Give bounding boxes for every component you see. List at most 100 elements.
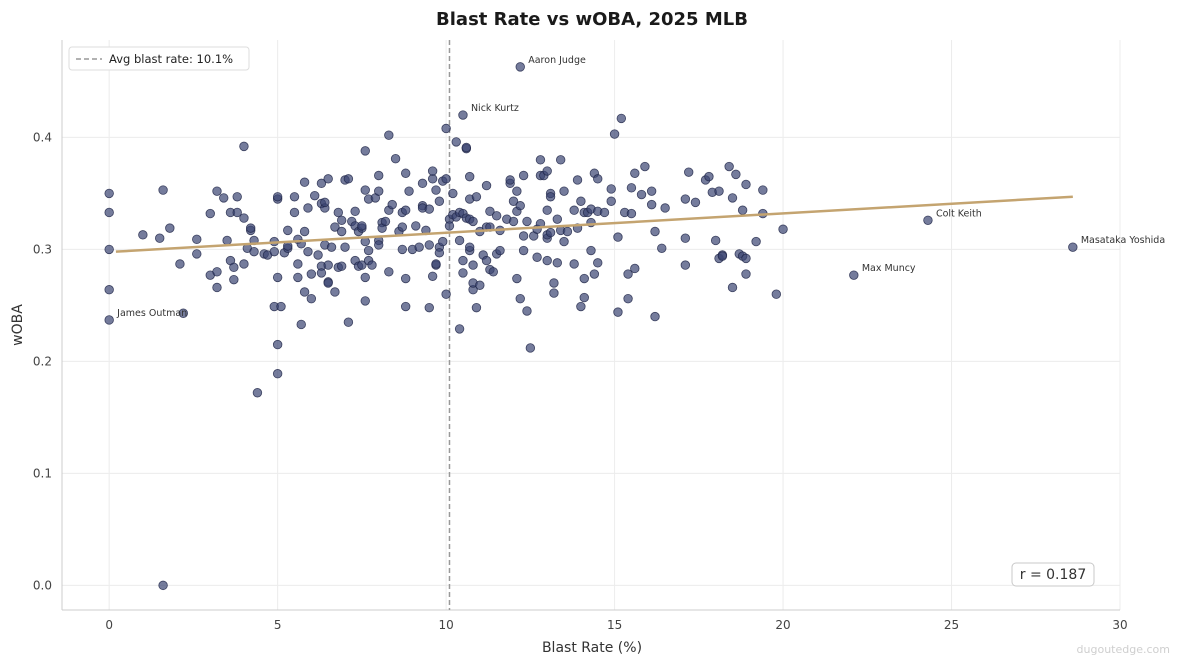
data-point	[923, 215, 933, 225]
data-point	[508, 216, 519, 227]
data-point	[680, 194, 691, 204]
data-point	[626, 183, 637, 193]
data-point	[232, 207, 242, 218]
data-point	[155, 233, 165, 243]
data-point	[636, 189, 647, 200]
data-point	[252, 388, 263, 398]
data-point	[461, 142, 472, 153]
data-point	[680, 233, 691, 243]
data-point	[104, 188, 114, 199]
data-point	[438, 236, 448, 247]
data-point	[427, 166, 438, 176]
correlation-box: r = 0.187	[1011, 562, 1095, 587]
data-point	[272, 192, 283, 202]
data-point	[741, 253, 751, 264]
data-point	[323, 278, 333, 288]
player-annotation-label: Nick Kurtz	[471, 103, 519, 114]
data-point	[727, 193, 738, 203]
data-point	[441, 289, 451, 299]
x-tick-label: 20	[775, 618, 790, 632]
data-point	[684, 167, 694, 177]
data-point	[323, 174, 333, 184]
data-point	[458, 255, 468, 266]
data-point	[239, 213, 249, 223]
data-point	[559, 236, 569, 247]
data-point	[508, 196, 519, 206]
data-point	[350, 206, 360, 217]
x-tick-label: 25	[944, 618, 959, 632]
data-point	[333, 207, 343, 218]
data-point	[471, 192, 482, 202]
data-point	[104, 244, 114, 255]
data-point	[491, 211, 502, 221]
data-point	[336, 226, 347, 237]
data-point	[239, 259, 249, 269]
data-point	[104, 315, 114, 325]
data-point	[475, 280, 485, 290]
data-point	[310, 190, 320, 201]
data-point	[532, 252, 542, 262]
x-tick-label: 15	[607, 618, 622, 632]
legend-avg-label: Avg blast rate: 10.1%	[109, 52, 233, 66]
chart-title: Blast Rate vs wOBA, 2025 MLB	[436, 9, 748, 30]
x-tick-labels: 0 5 10 15 20 25 30	[105, 618, 1127, 632]
data-point	[431, 185, 441, 195]
data-point	[549, 278, 559, 288]
data-point	[562, 226, 573, 237]
data-point	[589, 269, 600, 279]
data-point	[293, 259, 303, 269]
data-point	[522, 306, 532, 316]
y-tick-label: 0.3	[33, 242, 52, 256]
data-point	[289, 192, 300, 202]
data-point	[229, 262, 239, 273]
data-point	[397, 244, 408, 255]
data-point	[158, 580, 168, 591]
data-point	[542, 205, 552, 215]
data-point	[650, 311, 660, 322]
data-point	[518, 170, 529, 181]
data-point	[458, 110, 468, 120]
data-point	[357, 221, 367, 231]
trend-line	[115, 195, 1073, 253]
data-point	[374, 186, 384, 196]
data-point	[737, 205, 748, 215]
data-point	[219, 193, 229, 203]
data-point	[505, 175, 515, 185]
data-point	[303, 203, 313, 213]
data-point	[710, 235, 721, 246]
data-point	[384, 130, 394, 140]
data-point	[441, 123, 451, 134]
data-point	[340, 242, 350, 252]
data-point	[289, 207, 300, 218]
legend-box	[68, 46, 250, 71]
data-point	[515, 201, 525, 211]
data-point	[454, 324, 465, 334]
data-point	[572, 175, 583, 185]
data-point	[569, 205, 579, 215]
data-point	[404, 186, 414, 196]
data-point	[515, 293, 525, 304]
data-point	[616, 113, 627, 124]
data-point	[434, 196, 445, 206]
player-annotations: Aaron Judge Nick Kurtz Colt Keith Masataka …	[116, 55, 1165, 319]
data-point	[363, 245, 374, 256]
data-point	[623, 293, 633, 304]
player-annotation-label: Masataka Yoshida	[1081, 235, 1165, 246]
data-point	[397, 222, 408, 232]
data-point	[343, 317, 354, 327]
x-tick-label: 0	[105, 618, 113, 632]
data-point	[175, 259, 185, 269]
data-point	[104, 285, 114, 295]
player-annotation-label: Colt Keith	[936, 208, 982, 219]
data-point	[569, 259, 579, 269]
data-point	[542, 166, 552, 176]
data-point	[512, 273, 522, 284]
data-point	[751, 236, 761, 247]
data-point	[444, 221, 455, 231]
data-point	[299, 177, 310, 187]
data-point	[559, 186, 569, 196]
data-point	[192, 234, 202, 245]
data-point	[552, 258, 563, 268]
data-point	[549, 288, 559, 298]
data-point	[374, 170, 384, 181]
